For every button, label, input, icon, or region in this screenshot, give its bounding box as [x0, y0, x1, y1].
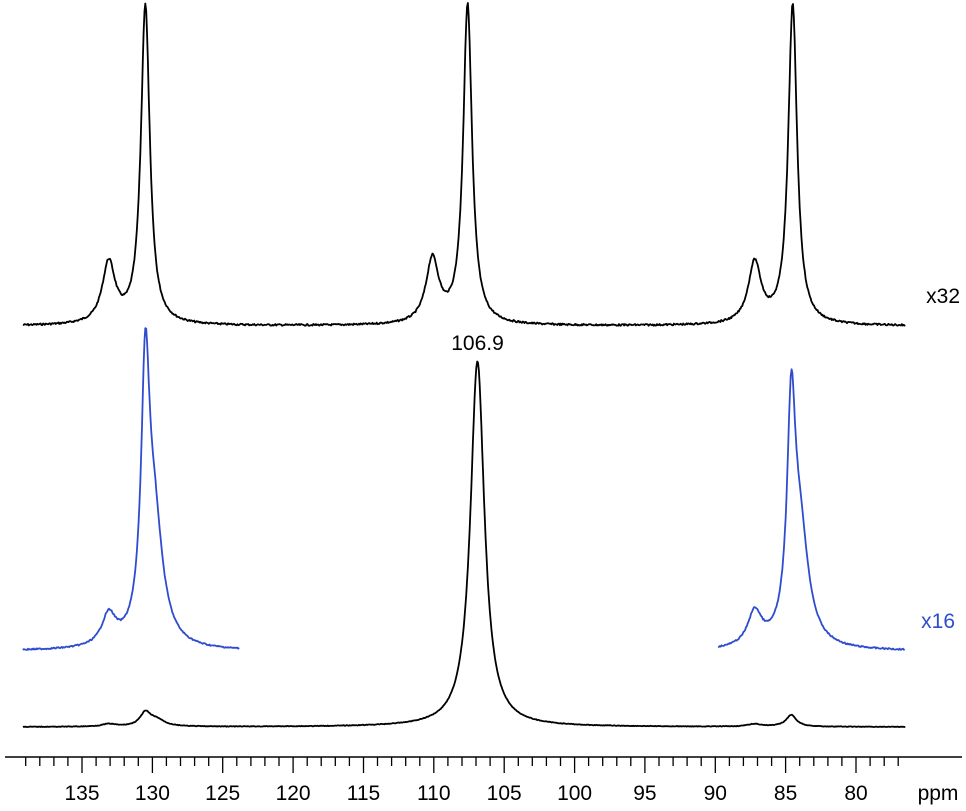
scale-label-x16: x16 — [921, 610, 955, 633]
tick-label-80: 80 — [844, 782, 867, 805]
tick-label-105: 105 — [487, 782, 522, 805]
tick-label-100: 100 — [557, 782, 592, 805]
peak-label-106-9: 106.9 — [451, 332, 504, 355]
tick-label-125: 125 — [205, 782, 240, 805]
x-axis-ticks — [25, 757, 899, 773]
middle-expanded-x16-trace-1 — [22, 327, 240, 651]
tick-label-90: 90 — [704, 782, 727, 805]
x-axis-label: ppm — [918, 782, 959, 805]
tick-label-130: 130 — [135, 782, 170, 805]
tick-label-110: 110 — [417, 782, 450, 805]
tick-label-85: 85 — [774, 782, 797, 805]
spectrum-labels: x32 x16 106.9 — [451, 285, 960, 633]
tick-label-120: 120 — [276, 782, 311, 805]
tick-label-135: 135 — [64, 782, 99, 805]
scale-label-x32: x32 — [926, 285, 960, 308]
bottom-full-trace — [22, 360, 906, 728]
x-axis-tick-labels: 135 130 125 120 115 110 105 100 95 90 85 80 — [64, 782, 867, 805]
spectrum-traces — [22, 2, 906, 728]
tick-label-95: 95 — [633, 782, 656, 805]
tick-label-115: 115 — [347, 782, 380, 805]
top-expanded-x32-trace — [22, 2, 906, 327]
x-axis: 135 130 125 120 115 110 105 100 95 90 85 80 ppm — [5, 756, 962, 805]
middle-expanded-x16-trace-2 — [717, 368, 906, 651]
